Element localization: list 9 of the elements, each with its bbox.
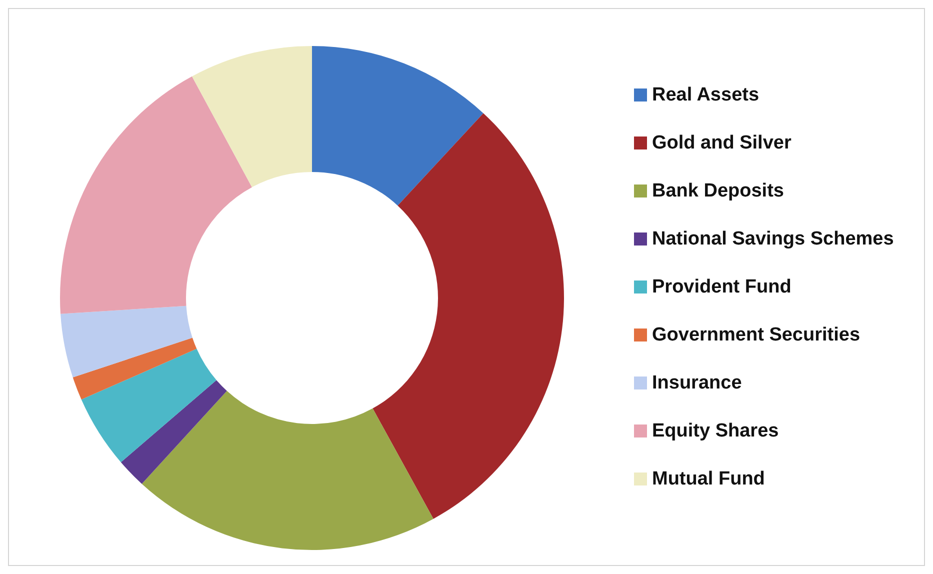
legend-label: Government Securities xyxy=(652,324,860,346)
legend-label: Mutual Fund xyxy=(652,468,765,490)
legend-label: Gold and Silver xyxy=(652,132,792,154)
legend-label: National Savings Schemes xyxy=(652,228,894,250)
legend-label: Provident Fund xyxy=(652,276,792,298)
legend-label: Insurance xyxy=(652,372,742,394)
legend-label: Bank Deposits xyxy=(652,180,784,202)
legend-label: Equity Shares xyxy=(652,420,779,442)
legend-label: Real Assets xyxy=(652,84,760,106)
